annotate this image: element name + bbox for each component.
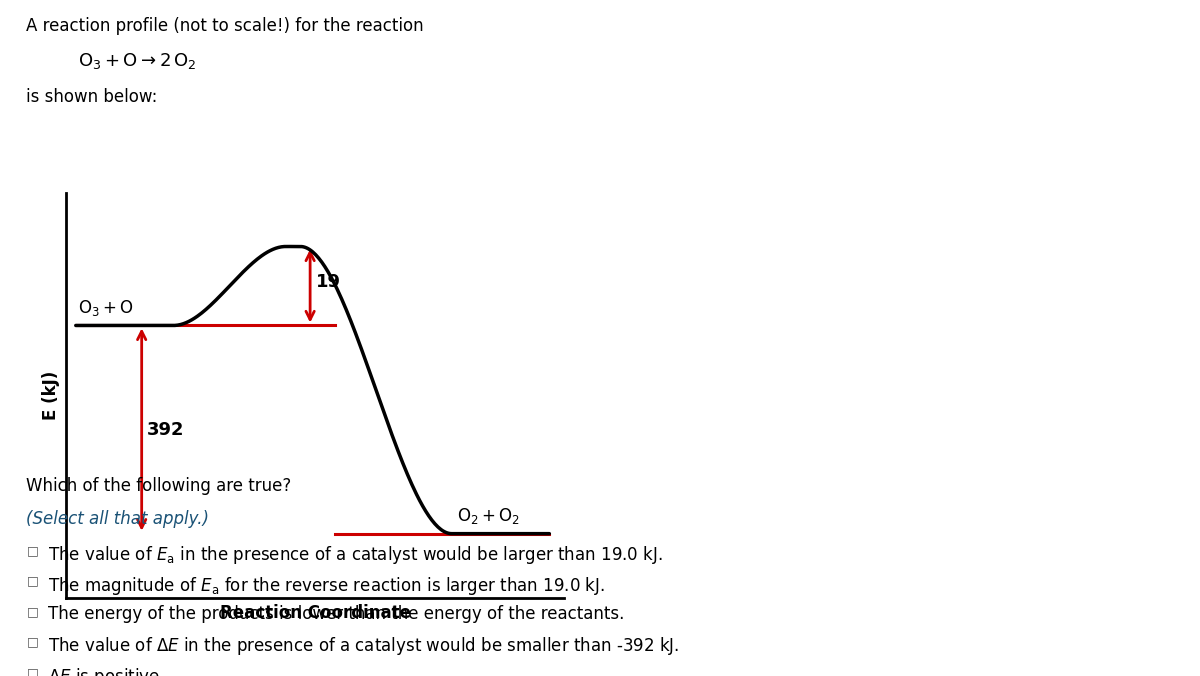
- Text: The value of $E_\mathrm{a}$ in the presence of a catalyst would be larger than 1: The value of $E_\mathrm{a}$ in the prese…: [48, 544, 662, 566]
- Text: is shown below:: is shown below:: [26, 88, 157, 106]
- Text: $\Delta E$ is positive.: $\Delta E$ is positive.: [48, 666, 164, 676]
- Text: □: □: [26, 544, 38, 557]
- Text: A reaction profile (not to scale!) for the reaction: A reaction profile (not to scale!) for t…: [26, 17, 424, 35]
- Text: □: □: [26, 605, 38, 618]
- X-axis label: Reaction Coordinate: Reaction Coordinate: [220, 604, 410, 622]
- Text: 392: 392: [146, 420, 184, 439]
- Text: Which of the following are true?: Which of the following are true?: [26, 477, 292, 495]
- Text: $\mathrm{O_3 + O \rightarrow 2\,O_2}$: $\mathrm{O_3 + O \rightarrow 2\,O_2}$: [78, 51, 197, 71]
- Text: $\mathrm{O_2 + O_2}$: $\mathrm{O_2 + O_2}$: [456, 506, 520, 526]
- Y-axis label: E (kJ): E (kJ): [42, 371, 60, 420]
- Text: The magnitude of $E_\mathrm{a}$ for the reverse reaction is larger than 19.0 kJ.: The magnitude of $E_\mathrm{a}$ for the …: [48, 575, 605, 597]
- Text: □: □: [26, 666, 38, 676]
- Text: $\mathrm{O_3 + O}$: $\mathrm{O_3 + O}$: [78, 297, 134, 318]
- Text: 19: 19: [316, 273, 341, 291]
- Text: The value of $\Delta E$ in the presence of a catalyst would be smaller than -392: The value of $\Delta E$ in the presence …: [48, 635, 679, 658]
- Text: □: □: [26, 575, 38, 587]
- Text: (Select all that apply.): (Select all that apply.): [26, 510, 210, 529]
- Text: The energy of the products is lower than the energy of the reactants.: The energy of the products is lower than…: [48, 605, 624, 623]
- Text: □: □: [26, 635, 38, 648]
